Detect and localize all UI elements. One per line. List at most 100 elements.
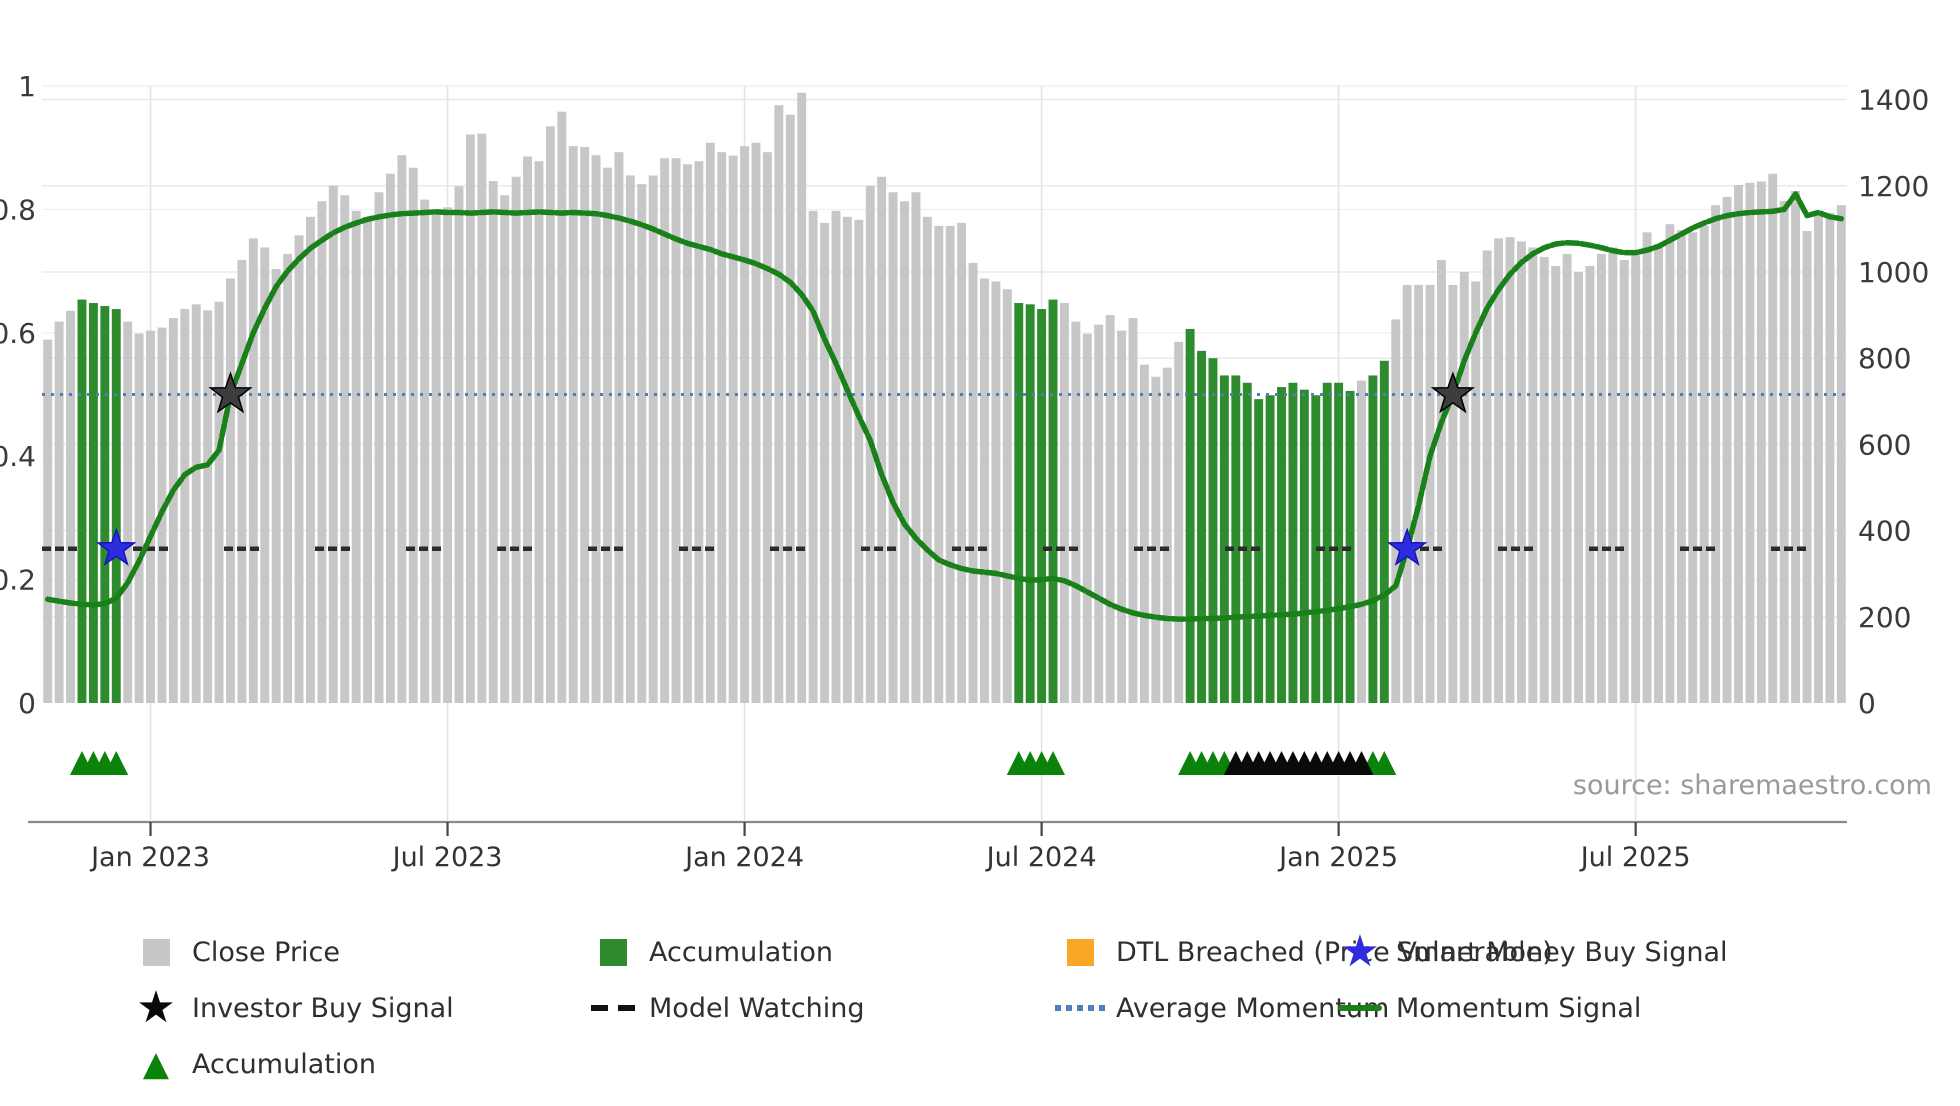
close-price-bar (1654, 246, 1663, 703)
close-price-bar (363, 216, 373, 703)
accumulation-triangle-green-icon (1372, 751, 1397, 775)
close-price-bar (922, 216, 932, 703)
close-price-bar (146, 330, 155, 703)
legend-label: Investor Buy Signal (192, 992, 454, 1024)
close-price-bar (625, 175, 635, 703)
close-price-bar (1745, 182, 1755, 703)
close-price-bar (1562, 253, 1572, 703)
accumulation-bar (111, 309, 121, 703)
close-price-bar (1402, 284, 1412, 703)
close-price-bar (900, 201, 909, 704)
legend-label: Accumulation (192, 1048, 376, 1080)
close-price-bar (842, 216, 852, 703)
close-price-swatch-icon (128, 938, 184, 966)
close-price-bar (43, 339, 53, 703)
close-price-bar (705, 142, 715, 703)
close-price-bar (877, 176, 887, 703)
accumulation-bar (1197, 350, 1206, 703)
source-attribution: source: sharemaestro.com (1573, 770, 1932, 801)
legend-item-smart-money[interactable]: ★ Smart Money Buy Signal (1332, 926, 1727, 977)
close-price-bar (683, 164, 692, 703)
dtl-breached-swatch-icon (1052, 938, 1108, 966)
close-price-bar (1471, 281, 1481, 703)
left-axis-tick-label: 0.4 (0, 440, 36, 473)
accumulation-bar (1322, 382, 1332, 703)
close-price-bar (1813, 210, 1823, 703)
close-price-bars (43, 92, 1846, 704)
close-price-bar (1791, 190, 1801, 704)
accumulation-triangle-green-icon (1041, 751, 1066, 775)
legend-item-accumulation-bar[interactable]: Accumulation (585, 930, 833, 974)
close-price-bar (237, 259, 247, 703)
blue-dotted-line-icon (1052, 1005, 1108, 1011)
close-price-bar (328, 185, 338, 704)
close-price-bar (671, 158, 681, 703)
reference-lines (42, 393, 1847, 551)
close-price-bar (1117, 330, 1127, 703)
close-price-bar (1722, 197, 1732, 704)
accumulation-triangle-green-icon (104, 751, 129, 775)
close-price-bar (1448, 284, 1458, 703)
close-price-bar (980, 278, 989, 703)
legend-item-close-price[interactable]: Close Price (128, 930, 340, 974)
blue-star-icon: ★ (1340, 926, 1380, 977)
close-price-bar (911, 192, 921, 703)
close-price-bar (317, 201, 327, 704)
close-price-bar (568, 146, 578, 703)
accumulation-swatch-icon (585, 938, 641, 966)
close-price-bar (180, 309, 190, 703)
x-axis-date-label: Jan 2024 (683, 842, 804, 873)
close-price-bar (694, 161, 704, 703)
close-price-bar (1082, 333, 1092, 703)
close-price-bar (1825, 212, 1835, 703)
close-price-bar (477, 133, 487, 704)
right-axis-tick-label: 1400 (1858, 84, 1929, 117)
close-price-bar (1779, 200, 1789, 703)
close-price-bar (203, 310, 213, 703)
close-price-bar (443, 207, 453, 703)
accumulation-bar (1311, 395, 1321, 703)
accumulation-bar (1265, 395, 1275, 703)
close-price-bar (374, 192, 384, 703)
legend-item-dtl-breached[interactable]: DTL Breached (Price Vulnerable) (1052, 930, 1553, 974)
close-price-bar (1128, 318, 1138, 703)
close-price-bar (1162, 367, 1172, 703)
legend-item-model-watching[interactable]: Model Watching (585, 986, 864, 1030)
momentum-signal-line (44, 191, 1845, 622)
legend-item-investor-buy-signal[interactable]: ★ Investor Buy Signal (128, 986, 454, 1030)
close-price-bar (1459, 272, 1469, 703)
close-price-bar (454, 186, 464, 703)
investor-buy-star-icon (208, 371, 253, 414)
close-price-bar (648, 175, 658, 703)
accumulation-bar (1025, 304, 1035, 703)
close-price-bar (168, 318, 178, 703)
left-axis-tick-label: 0 (18, 687, 36, 720)
left-axis-tick-label: 0.8 (0, 193, 36, 226)
close-price-bar (340, 195, 350, 704)
close-price-bar (66, 310, 76, 703)
accumulation-bar (100, 306, 110, 703)
accumulation-bar (1288, 382, 1298, 703)
close-price-bar (1642, 232, 1652, 703)
close-price-bar (614, 152, 624, 703)
close-price-bar (591, 155, 601, 704)
close-price-bar (580, 147, 590, 703)
accumulation-bar (88, 303, 98, 703)
legend-item-momentum-signal[interactable]: Momentum Signal (1332, 986, 1641, 1030)
legend-item-accumulation-triangle[interactable]: ▲ Accumulation (128, 1042, 376, 1086)
close-price-bar (557, 111, 567, 704)
close-price-bar (260, 247, 270, 704)
smart-money-buy-star-icon (1386, 527, 1428, 566)
right-axis-tick-label: 1000 (1858, 256, 1929, 289)
close-price-bar (820, 222, 830, 703)
close-price-bar (397, 155, 407, 704)
accumulation-bar (1185, 328, 1195, 703)
left-axis-tick-label: 0.6 (0, 317, 36, 350)
close-price-bar (431, 209, 441, 703)
close-price-bar (306, 216, 315, 703)
close-price-bar (854, 219, 864, 703)
close-price-bar (728, 155, 738, 703)
close-price-bar (1002, 289, 1012, 703)
close-price-bar (831, 210, 841, 703)
